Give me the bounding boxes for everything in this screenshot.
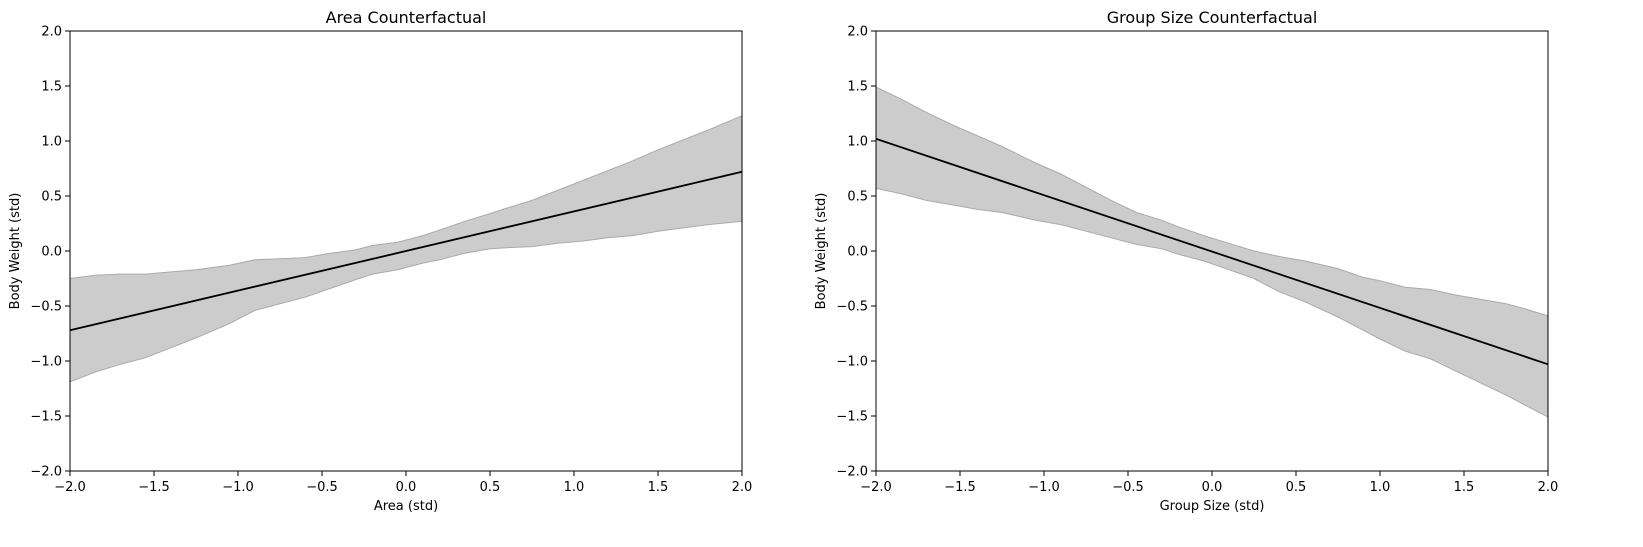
x-tick-label: 2.0 bbox=[1538, 480, 1559, 495]
y-tick-label: −1.5 bbox=[836, 410, 868, 425]
y-tick-label: 1.5 bbox=[847, 80, 868, 95]
x-tick-label: 1.0 bbox=[1370, 480, 1391, 495]
chart-panel-1: −2.0 −1.5 −1.0 −0.5 0.0 0.5 1.0 1.5 2.0 −2.0 −1.5 −… bbox=[8, 8, 752, 514]
x-tick-label: 0.5 bbox=[1286, 480, 1307, 495]
x-tick-label: 1.5 bbox=[648, 480, 669, 495]
x-tick-label: −1.5 bbox=[944, 480, 976, 495]
x-tick-label: −2.0 bbox=[860, 480, 892, 495]
chart-title: Area Counterfactual bbox=[326, 8, 487, 27]
y-tick-label: −1.0 bbox=[836, 355, 868, 370]
y-tick-label: 1.0 bbox=[847, 135, 868, 150]
y-tick-label: −1.5 bbox=[30, 410, 62, 425]
mean-line bbox=[69, 170, 743, 332]
x-tick-label: 0.5 bbox=[480, 480, 501, 495]
x-tick-label: −1.5 bbox=[138, 480, 170, 495]
y-axis-label: Body Weight (std) bbox=[8, 193, 23, 310]
chart-title: Group Size Counterfactual bbox=[1107, 8, 1318, 27]
chart-panel-2: −2.0 −1.5 −1.0 −0.5 0.0 0.5 1.0 1.5 2.0 −2.0 −1.5 −… bbox=[814, 8, 1558, 514]
x-tick-label: 1.5 bbox=[1454, 480, 1475, 495]
x-tick-label: 0.0 bbox=[1202, 480, 1223, 495]
x-tick-label: −1.0 bbox=[1028, 480, 1060, 495]
x-tick-label: −2.0 bbox=[54, 480, 86, 495]
y-axis-label: Body Weight (std) bbox=[814, 193, 829, 310]
y-tick-label: 2.0 bbox=[847, 25, 868, 40]
y-tick-label: 0.5 bbox=[41, 190, 62, 205]
y-tick-label: 2.0 bbox=[41, 25, 62, 40]
y-tick-label: 0.0 bbox=[847, 245, 868, 260]
y-tick-label: 1.5 bbox=[41, 80, 62, 95]
y-tick-label: 0.0 bbox=[41, 245, 62, 260]
y-tick-label: −0.5 bbox=[836, 300, 868, 315]
mean-line bbox=[875, 137, 1549, 366]
x-axis-label: Group Size (std) bbox=[1160, 499, 1265, 514]
x-tick-label: −1.0 bbox=[222, 480, 254, 495]
x-tick-label: −0.5 bbox=[1112, 480, 1144, 495]
y-tick-label: −0.5 bbox=[30, 300, 62, 315]
x-tick-label: 0.0 bbox=[396, 480, 417, 495]
x-tick-label: 1.0 bbox=[564, 480, 585, 495]
y-tick-label: 0.5 bbox=[847, 190, 868, 205]
x-tick-label: −0.5 bbox=[306, 480, 338, 495]
x-tick-label: 2.0 bbox=[732, 480, 753, 495]
confidence-band bbox=[69, 114, 743, 383]
y-tick-label: −2.0 bbox=[30, 465, 62, 480]
y-tick-label: −2.0 bbox=[836, 465, 868, 480]
x-axis-label: Area (std) bbox=[374, 499, 438, 514]
y-tick-label: −1.0 bbox=[30, 355, 62, 370]
y-tick-label: 1.0 bbox=[41, 135, 62, 150]
